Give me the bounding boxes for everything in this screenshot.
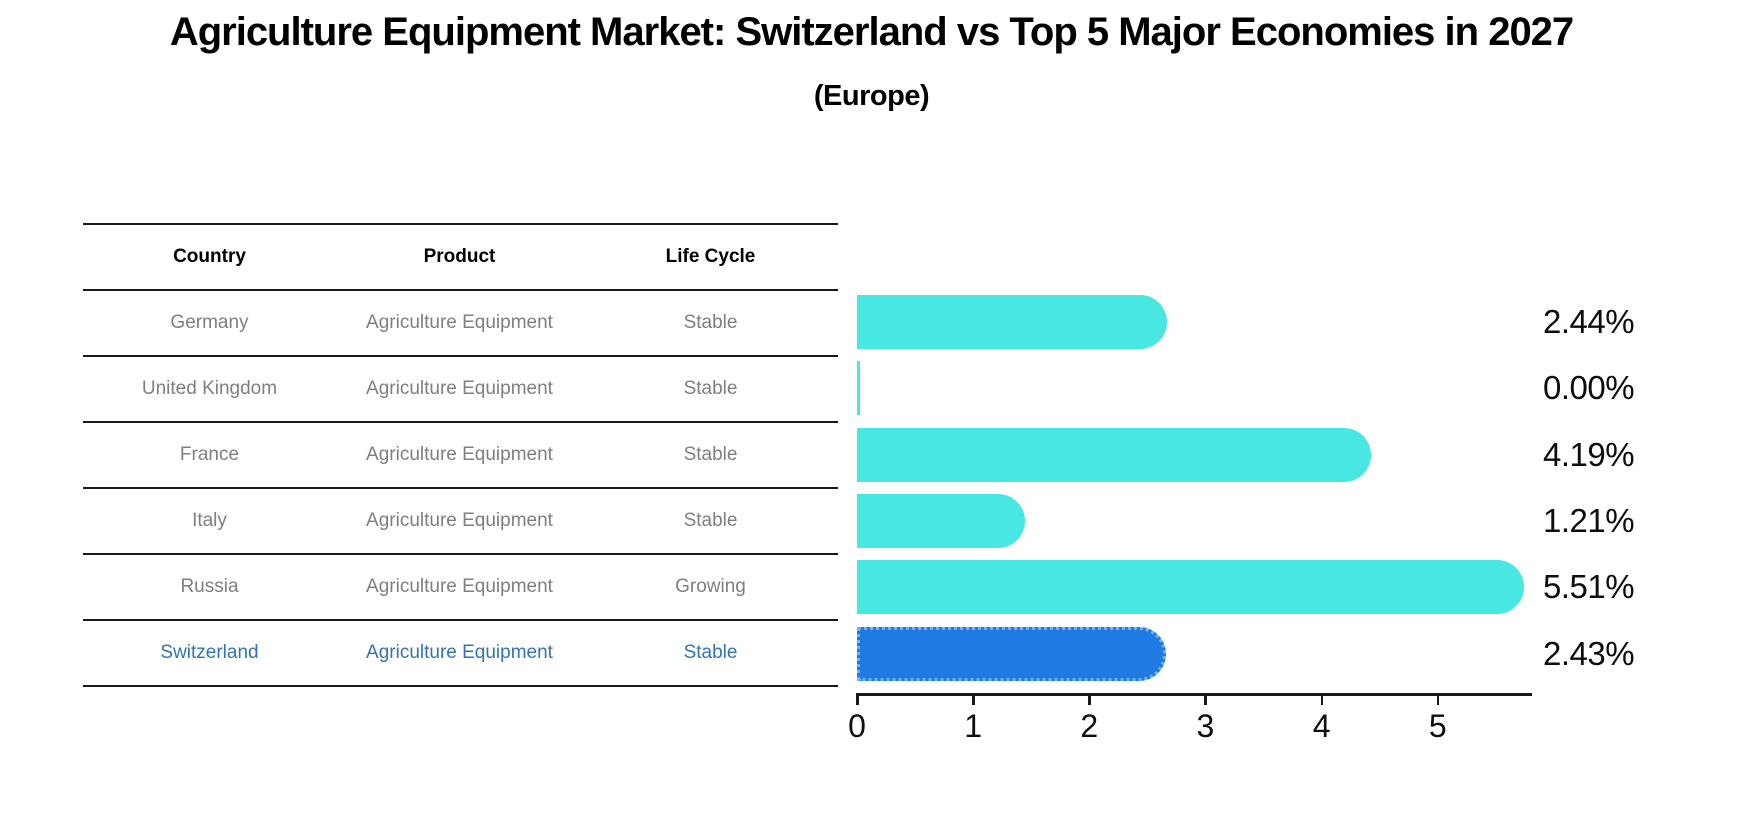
x-tick (856, 695, 859, 705)
value-label: 5.51% (1543, 568, 1635, 606)
cell-country: France (179, 444, 240, 465)
bar-united-kingdom (857, 361, 860, 416)
value-label: 0.00% (1543, 369, 1635, 407)
table-row: Germany Agriculture Equipment Stable (83, 289, 838, 355)
bar-band (857, 621, 1533, 687)
plot-area (857, 289, 1533, 687)
col-header-lifecycle: Life Cycle (665, 246, 756, 267)
x-tick-label: 4 (1312, 708, 1331, 744)
page-subtitle: (Europe) (813, 80, 930, 112)
bar-band (857, 355, 1533, 421)
cell-product: Agriculture Equipment (366, 642, 553, 663)
cell-product: Agriculture Equipment (366, 312, 553, 333)
cell-product: Agriculture Equipment (366, 378, 553, 399)
cell-product: Agriculture Equipment (366, 510, 553, 531)
bar-france (857, 427, 1371, 482)
x-tick (1088, 695, 1091, 705)
x-tick-label: 2 (1080, 708, 1099, 744)
x-tick (1320, 695, 1324, 705)
cell-lifecycle: Growing (675, 576, 746, 597)
x-tick (1204, 695, 1207, 705)
cell-product: Agriculture Equipment (366, 444, 553, 465)
bar-band (857, 488, 1533, 554)
table-row: Switzerland Agriculture Equipment Stable (83, 619, 838, 685)
bar-italy (857, 494, 1025, 549)
cell-country: Russia (180, 576, 239, 597)
value-label: 2.43% (1543, 634, 1635, 672)
cell-lifecycle: Stable (683, 378, 738, 399)
bar-russia (857, 560, 1524, 615)
x-tick-label: 3 (1196, 708, 1215, 744)
x-tick-label: 1 (964, 708, 983, 744)
page-title: Agriculture Equipment Market: Switzerlan… (169, 10, 1574, 54)
value-label-column: 2.44% 0.00% 4.19% 1.21% 5.51% 2.43% (1543, 289, 1743, 687)
x-tick-label: 5 (1428, 708, 1447, 744)
cell-lifecycle: Stable (683, 444, 738, 465)
comparison-table: Country Product Life Cycle Germany Agric… (83, 223, 838, 687)
table-row: France Agriculture Equipment Stable (83, 421, 838, 487)
bar-germany (857, 295, 1167, 350)
bar-band (857, 289, 1533, 355)
x-axis-line (856, 693, 1532, 696)
cell-product: Agriculture Equipment (366, 576, 553, 597)
cell-country: United Kingdom (141, 378, 278, 399)
x-tick (972, 695, 975, 705)
value-label: 4.19% (1543, 435, 1635, 473)
cell-country: Germany (170, 312, 249, 333)
bar-switzerland (857, 626, 1166, 681)
col-header-product: Product (423, 246, 496, 267)
cell-lifecycle: Stable (683, 510, 738, 531)
cell-lifecycle: Stable (683, 312, 738, 333)
x-tick-label: 0 (848, 708, 866, 744)
cell-country: Italy (192, 510, 227, 531)
table-row: Italy Agriculture Equipment Stable (83, 487, 838, 553)
table-row: Russia Agriculture Equipment Growing (83, 553, 838, 619)
value-label: 1.21% (1543, 502, 1635, 540)
table-header-row: Country Product Life Cycle (83, 223, 838, 289)
x-tick (1436, 695, 1440, 705)
bar-band (857, 554, 1533, 620)
table-row: United Kingdom Agriculture Equipment Sta… (83, 355, 838, 421)
col-header-country: Country (173, 246, 246, 267)
cell-lifecycle: Stable (683, 642, 738, 663)
bar-band (857, 422, 1533, 488)
cell-country: Switzerland (160, 642, 259, 663)
value-label: 2.44% (1543, 303, 1635, 341)
